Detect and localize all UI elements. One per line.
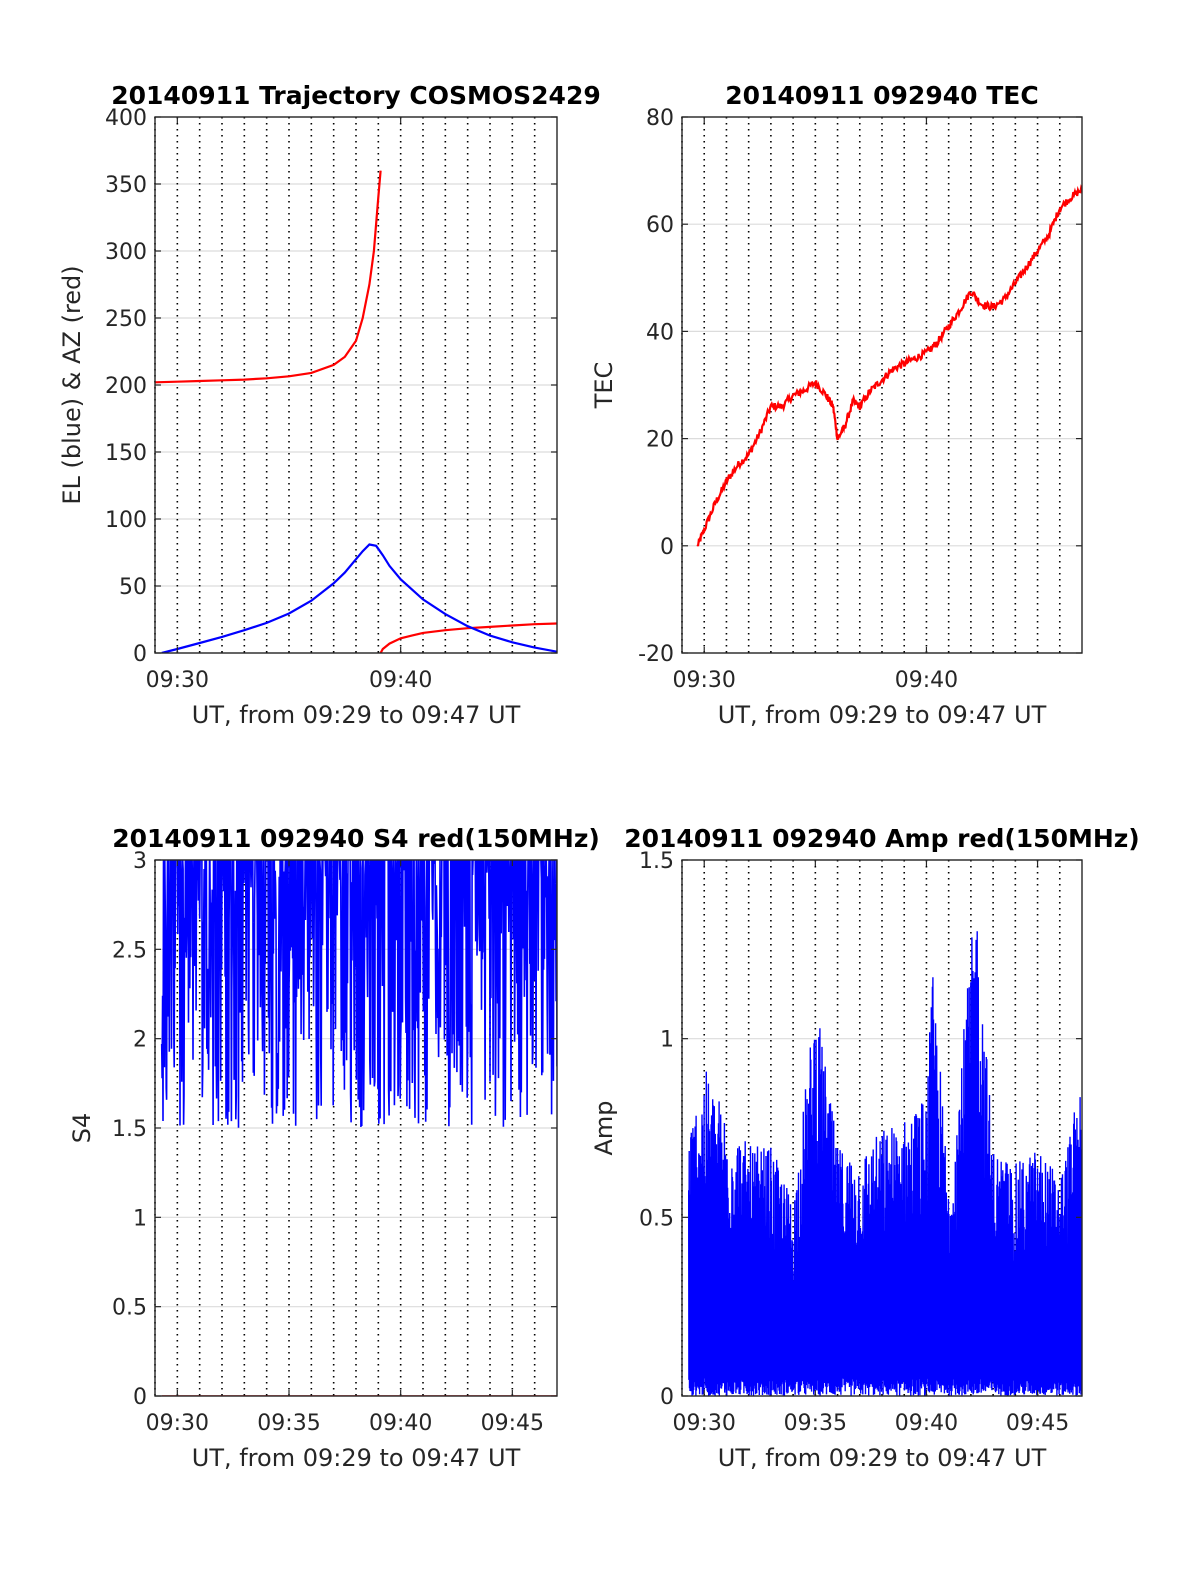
series-group (160, 860, 557, 1396)
y-tick-label: 0 (133, 1385, 147, 1410)
x-tick-label: 09:40 (895, 668, 958, 693)
y-tick-label: 0.5 (639, 1206, 674, 1231)
x-tick-label: 09:30 (673, 668, 736, 693)
y-tick-label: 20 (646, 428, 674, 453)
axes-box (681, 859, 1083, 1397)
x-tick-label: 09:45 (1006, 1411, 1069, 1436)
y-tick-label: 1 (133, 1206, 147, 1231)
s4-blue-trace (160, 860, 557, 1128)
x-axis-label: UT, from 09:29 to 09:47 UT (192, 1444, 521, 1472)
y-tick-label: 40 (646, 320, 674, 345)
chart-title: 20140911 Trajectory COSMOS2429 (111, 81, 601, 110)
y-tick-label: 300 (105, 240, 147, 265)
x-tick-label: 09:45 (481, 1411, 544, 1436)
y-tick-label: 1.5 (112, 1117, 147, 1142)
y-tick-label: 100 (105, 508, 147, 533)
y-axis-label: EL (blue) & AZ (red) (58, 265, 86, 504)
s4-panel: 0 0.5 1 1.5 2 2.5 3 09:30 09:35 09:40 09:45 2014091… (68, 824, 600, 1472)
y-tick-label: 1.5 (639, 849, 674, 874)
x-axis-label: UT, from 09:29 to 09:47 UT (718, 1444, 1047, 1472)
y-tick-label: 80 (646, 106, 674, 131)
x-tick-label: 09:35 (784, 1411, 847, 1436)
y-axis-label: TEC (590, 362, 618, 410)
series-line-0 (696, 184, 1082, 547)
series-line-0 (155, 170, 382, 384)
y-tick-label: 3 (133, 849, 147, 874)
x-tick-label: 09:40 (369, 668, 432, 693)
chart-title: 20140911 092940 S4 red(150MHz) (112, 824, 600, 853)
y-tick-label: 250 (105, 307, 147, 332)
x-tick-label: 09:30 (146, 668, 209, 693)
y-tick-label: 2 (133, 1028, 147, 1053)
x-axis-label: UT, from 09:29 to 09:47 UT (718, 701, 1047, 729)
trajectory-panel: 0 50 100 150 200 250 300 350 400 09:30 09:40 201409… (58, 81, 601, 729)
amp-panel: 0 0.5 1 1.5 09:30 09:35 09:40 09:45 20140911 092… (590, 824, 1140, 1472)
series-line-2 (161, 543, 557, 653)
y-tick-label: 0 (133, 642, 147, 667)
y-tick-label: 150 (105, 441, 147, 466)
y-tick-label: 1 (660, 1028, 674, 1053)
x-tick-label: 09:30 (146, 1411, 209, 1436)
series-group (696, 184, 1082, 547)
y-tick-label: 0 (660, 535, 674, 560)
plot-area (682, 117, 1082, 653)
tec-panel: -20 0 20 40 60 80 09:30 09:40 20140911 092940 TE… (590, 81, 1083, 729)
x-tick-label: 09:35 (257, 1411, 320, 1436)
x-tick-label: 09:40 (369, 1411, 432, 1436)
series-group (155, 170, 557, 653)
y-tick-label: -20 (638, 642, 674, 667)
y-tick-label: 400 (105, 106, 147, 131)
series-group (688, 931, 1082, 1396)
y-axis-label: Amp (590, 1100, 618, 1155)
y-axis-label: S4 (68, 1113, 96, 1144)
y-tick-label: 60 (646, 213, 674, 238)
y-tick-label: 350 (105, 173, 147, 198)
amp-trace (688, 931, 1082, 1396)
y-tick-label: 200 (105, 374, 147, 399)
x-tick-label: 09:40 (895, 1411, 958, 1436)
chart-title: 20140911 092940 TEC (725, 81, 1038, 110)
y-tick-label: 0 (660, 1385, 674, 1410)
chart-title: 20140911 092940 Amp red(150MHz) (624, 824, 1140, 853)
y-tick-label: 50 (119, 575, 147, 600)
axes-box (681, 116, 1083, 654)
x-tick-label: 09:30 (673, 1411, 736, 1436)
x-axis-label: UT, from 09:29 to 09:47 UT (192, 701, 521, 729)
y-tick-label: 0.5 (112, 1296, 147, 1321)
series-line-1 (379, 622, 557, 653)
y-tick-label: 2.5 (112, 938, 147, 963)
